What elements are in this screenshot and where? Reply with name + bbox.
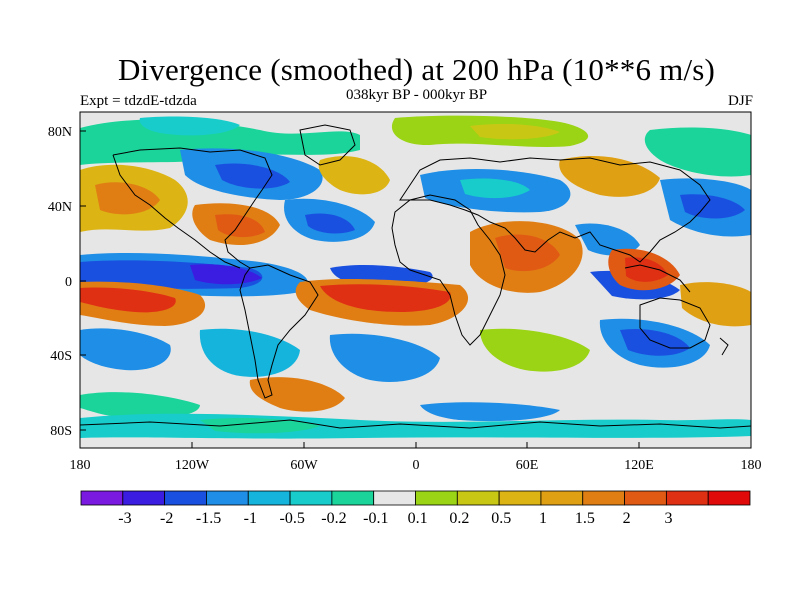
lon-label-120w: 120W (175, 458, 210, 473)
lat-label-40n: 40N (48, 200, 72, 215)
divergence-field (80, 112, 751, 448)
lat-ticks (80, 130, 86, 431)
colorbar-box (415, 490, 458, 506)
field-patch (329, 333, 440, 382)
colorbar-label: 0.2 (449, 510, 469, 527)
field-patch (80, 287, 176, 313)
lon-label-180w: 180 (70, 458, 91, 473)
experiment-label: Expt = tdzdE-tdzda (80, 93, 197, 109)
field-patch (460, 178, 530, 199)
colorbar-label: 2 (623, 510, 631, 527)
coastlines (80, 124, 751, 429)
colorbar-box (247, 490, 291, 506)
field-patch (480, 328, 590, 372)
colorbar-label: -0.2 (321, 510, 346, 527)
colorbar-label: -0.1 (363, 510, 388, 527)
colorbar-box (122, 490, 166, 506)
colorbar-label: 1.5 (575, 510, 595, 527)
lon-ticks (79, 442, 752, 448)
coastline-antarctica (80, 419, 751, 429)
lon-label-180e: 180 (741, 458, 762, 473)
colorbar-box (373, 490, 416, 506)
field-patch (575, 223, 640, 256)
lat-label-80s: 80S (50, 424, 72, 439)
field-patch (680, 282, 751, 327)
lat-label-0: 0 (65, 275, 72, 290)
coastline-south-america (239, 264, 319, 399)
colorbar-label: 0.1 (408, 510, 428, 527)
colorbar-box (206, 490, 249, 506)
colorbar-label: -1.5 (196, 510, 221, 527)
field-patch (625, 257, 668, 282)
colorbar-box (289, 490, 333, 506)
field-patch (215, 163, 290, 189)
field-patch (80, 119, 360, 165)
field-patch (200, 418, 320, 434)
colorbar-box (456, 490, 500, 506)
field-patch (644, 127, 751, 177)
field-patch (80, 392, 200, 419)
coastline-africa (391, 194, 506, 346)
field-patch (95, 182, 160, 215)
colorbar-box (498, 490, 542, 506)
colorbar-box (624, 490, 667, 506)
plot-title: Divergence (smoothed) at 200 hPa (10**6 … (117, 52, 716, 87)
field-patch (680, 194, 745, 219)
season-label: DJF (727, 93, 753, 109)
coastline-australia (639, 297, 711, 349)
field-patch (80, 328, 171, 371)
lon-label-60e: 60E (516, 458, 539, 473)
coastline-north-america (112, 147, 273, 269)
field-patch (320, 284, 451, 312)
lon-label-120e: 120E (624, 458, 654, 473)
lon-label-60w: 60W (290, 458, 318, 473)
colorbar-label: -0.5 (279, 510, 304, 527)
field-patch (420, 402, 560, 422)
coastline-new-zealand (719, 337, 729, 356)
field-patch (318, 156, 390, 195)
plot-subtitle: 038kyr BP - 000kyr BP (345, 87, 488, 103)
coastline-north-america-west (112, 154, 241, 269)
colorbar: -3 -2 -1.5 -1 -0.5 -0.2 -0.1 0.1 0.2 0.5 1 1.5 2 3 (80, 490, 751, 527)
colorbar-box (80, 490, 124, 506)
field-patch (139, 116, 240, 136)
field-patch (305, 213, 355, 234)
colorbar-box (582, 490, 625, 506)
colorbar-label: -1 (244, 510, 257, 527)
lon-label-0: 0 (413, 458, 420, 473)
field-patch (199, 328, 300, 377)
colorbar-label: 1 (539, 510, 547, 527)
field-patch (470, 124, 560, 140)
colorbar-label: -2 (160, 510, 173, 527)
field-patch (249, 377, 345, 412)
colorbar-label: 3 (664, 510, 672, 527)
colorbar-label: -3 (118, 510, 131, 527)
colorbar-box (331, 490, 375, 506)
lat-label-40s: 40S (50, 349, 72, 364)
coastline-greenland (299, 124, 356, 166)
lat-label-80n: 80N (48, 125, 72, 140)
colorbar-label: 0.5 (491, 510, 511, 527)
colorbar-box (707, 490, 751, 506)
coastline-indonesia (624, 264, 691, 293)
field-patch (559, 156, 660, 197)
colorbar-box (540, 490, 584, 506)
field-patch (215, 214, 265, 238)
coastline-eurasia (399, 157, 711, 263)
colorbar-box (164, 490, 207, 506)
colorbar-box (665, 490, 709, 506)
